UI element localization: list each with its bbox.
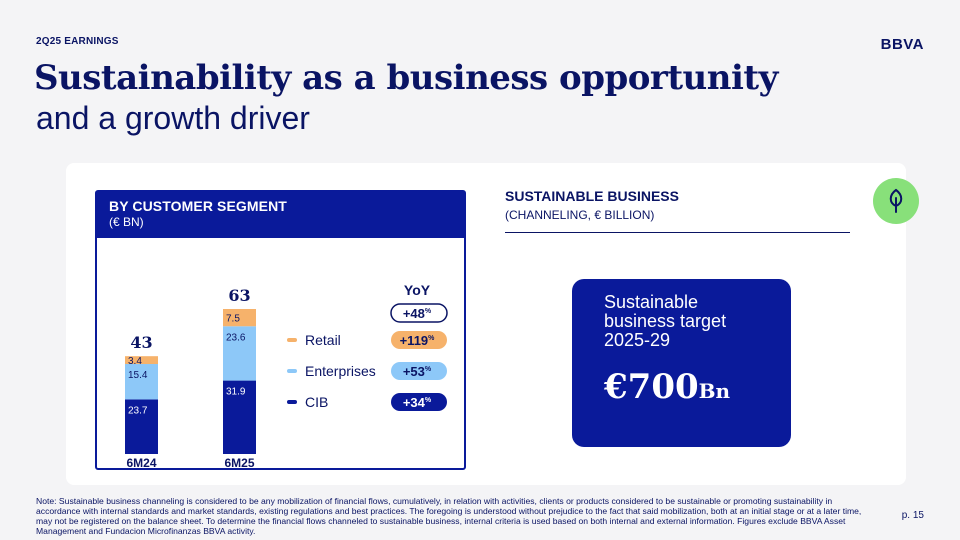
legend-label-cib: CIB: [305, 394, 328, 410]
divider: [505, 232, 850, 233]
target-text: Sustainable business target 2025-29: [604, 292, 727, 350]
bar-retail-6m25: [223, 309, 256, 327]
yoy-label-cib: +34%: [403, 395, 432, 410]
segment-panel-title: BY CUSTOMER SEGMENT: [109, 198, 287, 214]
leaf-icon: [873, 178, 919, 224]
sustainable-business-title: SUSTAINABLE BUSINESS: [505, 188, 679, 204]
bbva-logo: BBVA: [880, 36, 924, 53]
x-tick-label: 6M25: [224, 456, 254, 470]
legend-swatch-enterprises: [287, 369, 297, 373]
yoy-pill-enterprises: [391, 362, 447, 380]
yoy-label-retail: +119%: [400, 333, 436, 348]
target-value: €700: [604, 367, 699, 407]
bar-value-label: 23.6: [226, 332, 246, 343]
bar-total-label: 63: [228, 286, 250, 305]
segment-panel-header: BY CUSTOMER SEGMENT (€ BN): [97, 192, 464, 238]
legend-swatch-retail: [287, 338, 297, 342]
bar-cib-6m24: [125, 399, 158, 454]
footnote: Note: Sustainable business channeling is…: [36, 496, 862, 536]
bar-enterprises-6m24: [125, 364, 158, 400]
target-unit: Bn: [698, 379, 731, 403]
bar-value-label: 7.5: [226, 314, 240, 325]
bar-cib-6m25: [223, 380, 256, 454]
percent-sign: %: [428, 335, 435, 342]
yoy-pill-retail: [391, 331, 447, 349]
percent-sign: %: [425, 397, 432, 404]
page-number: p. 15: [901, 510, 924, 521]
percent-sign: %: [425, 308, 432, 315]
bar-enterprises-6m25: [223, 326, 256, 381]
bar-value-label: 23.7: [128, 405, 148, 416]
bar-value-label: 31.9: [226, 387, 246, 398]
legend-label-retail: Retail: [305, 332, 341, 348]
section-kicker: 2Q25 EARNINGS: [36, 36, 119, 47]
x-tick-label: 6M24: [126, 456, 156, 470]
bar-retail-6m24: [125, 356, 158, 365]
legend-label-enterprises: Enterprises: [305, 363, 376, 379]
yoy-header: YoY: [404, 282, 431, 298]
target-box: Sustainable business target 2025-29 €700…: [572, 279, 791, 447]
bar-value-label: 3.4: [128, 356, 142, 367]
yoy-total-label: +48%: [403, 306, 432, 321]
segment-stacked-bar-chart: 23.7 15.4 3.4 43 6M24 31.9 23.6 7.5 63 6M25 YoY +48…: [125, 282, 448, 470]
page-subtitle: and a growth driver: [36, 100, 310, 136]
page-title: Sustainability as a business opportunity: [34, 58, 778, 98]
percent-sign: %: [425, 366, 432, 373]
sustainable-business-subtitle: (CHANNELING, € BILLION): [505, 208, 655, 222]
yoy-pill-cib: [391, 393, 447, 411]
yoy-total-pill: [390, 303, 448, 323]
bar-value-label: 15.4: [128, 370, 148, 381]
legend-swatch-cib: [287, 400, 297, 404]
yoy-label-enterprises: +53%: [403, 364, 432, 379]
bar-total-label: 43: [130, 333, 152, 352]
segment-panel-subtitle: (€ BN): [109, 215, 144, 229]
target-amount: €700Bn: [604, 367, 730, 407]
